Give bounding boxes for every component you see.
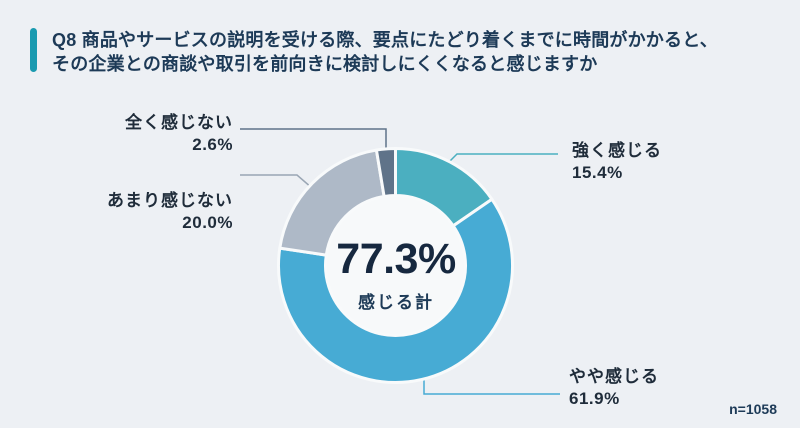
callout-label-strongly: 強く感じる 15.4% [572,140,662,184]
donut-segment-3 [374,147,397,198]
segment-label: やや感じる [569,367,659,386]
segment-label: あまり感じない [107,191,233,210]
leader-line-3 [240,128,387,148]
segment-value: 2.6% [192,135,233,154]
total-percentage: 77.3% [336,235,456,283]
segment-value: 15.4% [572,163,623,182]
leader-line-2 [240,174,313,189]
callout-label-somewhat: やや感じる 61.9% [569,366,659,410]
segment-value: 20.0% [182,213,233,232]
leader-line-1 [423,380,560,395]
sample-size: n=1058 [729,401,777,417]
leader-line-0 [443,153,558,168]
question-title: Q8 商品やサービスの説明を受ける際、要点にたどり着くまでに時間がかかると、 そ… [30,28,718,76]
segment-label: 全く感じない [125,113,233,132]
donut-hole [325,195,466,336]
question-title-line2: その企業との商談や取引を前向きに検討しにくくなると感じますか [52,54,598,74]
callout-label-not-at-all: 全く感じない 2.6% [125,112,233,156]
title-accent-bar [30,28,37,72]
total-caption: 感じる計 [358,293,434,312]
segment-value: 61.9% [569,389,620,408]
donut-segment-1 [277,197,514,384]
callout-label-not-much: あまり感じない 20.0% [107,190,233,234]
segment-label: 強く感じる [572,141,662,160]
question-title-text: Q8 商品やサービスの説明を受ける際、要点にたどり着くまでに時間がかかると、 そ… [52,28,718,76]
question-title-line1: Q8 商品やサービスの説明を受ける際、要点にたどり着くまでに時間がかかると、 [52,30,718,50]
donut-center-label: 77.3% 感じる計 [296,237,496,313]
